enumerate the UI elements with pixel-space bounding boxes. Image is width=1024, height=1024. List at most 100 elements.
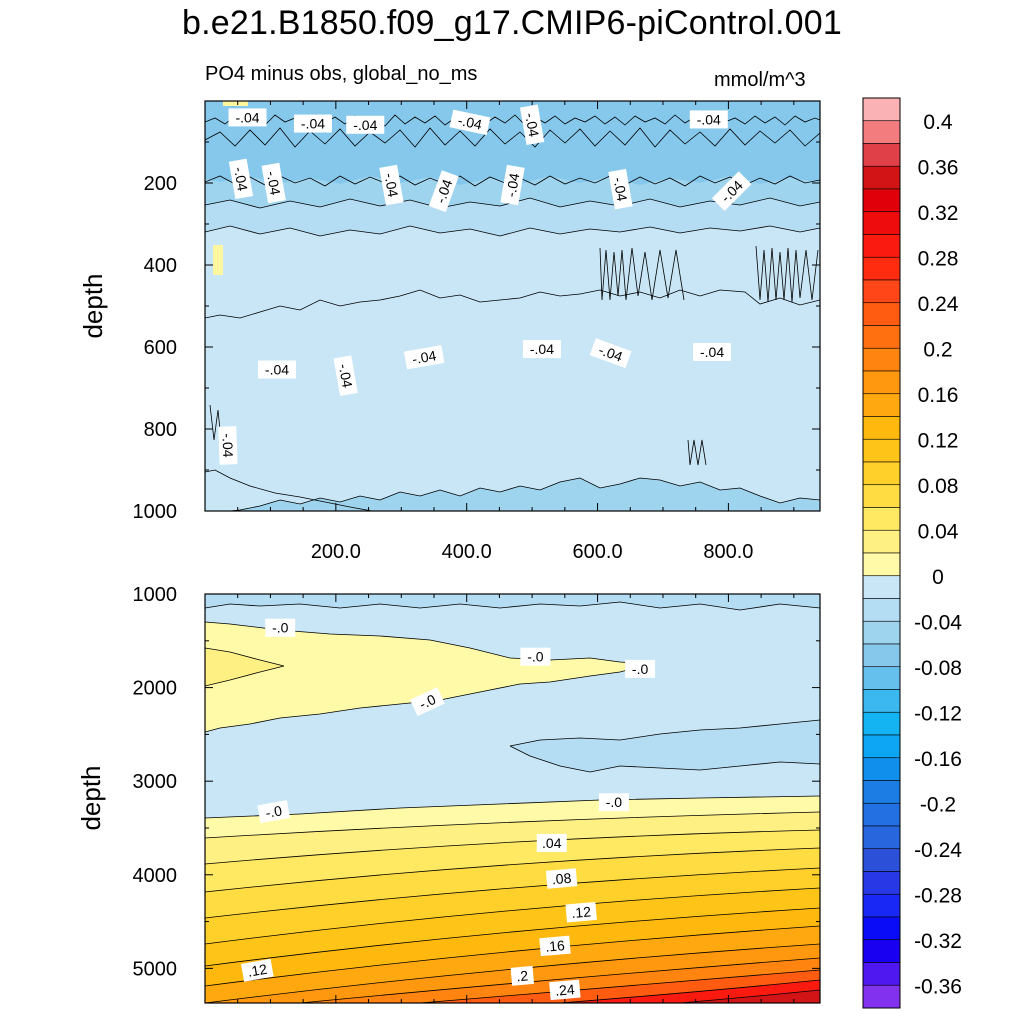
colorbar-label: 0.32 (918, 202, 959, 225)
colorbar-label: 0.24 (918, 293, 959, 316)
lower-panel-fills (205, 594, 820, 1003)
colorbar-swatch (862, 393, 901, 417)
contour-label-bg (228, 158, 254, 200)
colorbar-swatch (862, 552, 901, 577)
contour-label-bg (711, 171, 752, 211)
contour-label-text: -.04 (381, 172, 401, 199)
contour-label: -.04 (293, 114, 332, 133)
lower-contour-line (205, 887, 820, 945)
colorbar-swatch (862, 916, 901, 941)
colorbar-label: -0.08 (914, 657, 962, 680)
contour-label-text: .24 (554, 981, 575, 999)
colorbar-label: 0 (932, 566, 944, 589)
contour-label-text: -.04 (597, 342, 625, 365)
contour-label-bg (500, 164, 525, 206)
colorbar-swatch (862, 802, 901, 827)
colorbar-label: -0.4 (920, 1021, 957, 1024)
colorbar-label: -0.28 (914, 884, 962, 907)
contour-label-bg (565, 901, 597, 923)
lower-contour-line (299, 957, 820, 1003)
contour-label: -.04 (333, 355, 358, 396)
contour-label-text: -.04 (432, 177, 455, 205)
lower-contour-line (679, 989, 820, 1003)
contour-label-text: -.04 (353, 117, 377, 133)
contour-label-text: -.04 (265, 362, 289, 378)
contour-label: .08 (545, 868, 578, 889)
y-tick-label: 800 (144, 419, 177, 441)
lower-y-axis-title: depth (76, 765, 106, 830)
lower-fill-yellow-tongue (205, 622, 650, 732)
colorbar-label: -0.12 (914, 702, 962, 725)
contour-label: -.04 (589, 338, 632, 369)
contour-label-text: -.04 (264, 170, 284, 197)
contour-label-text: .2 (516, 967, 529, 984)
contour-label-bg (522, 340, 561, 359)
contour-label: -.04 (693, 342, 732, 361)
lower-fill-warm-12 (680, 990, 820, 1003)
upper-contour-line (687, 439, 707, 466)
contour-label-bg (333, 355, 358, 396)
y-tick-label: 400 (144, 255, 177, 277)
contour-label-text: -.04 (336, 362, 356, 389)
lower-contour-line (205, 925, 820, 987)
contour-label-bg (689, 110, 728, 129)
y-tick-label: 1000 (133, 584, 178, 606)
contour-label-bg (545, 868, 578, 889)
contour-label-bg (261, 162, 286, 204)
contour-label-text: -.0 (632, 661, 649, 677)
contour-label-bg (549, 979, 581, 1001)
x-tick-label: 200.0 (311, 541, 361, 563)
colorbar-swatch (862, 256, 901, 281)
upper-contour-labels: -.04 -.04 -.04 -.04 -.04 -.04 -.04 -.04 -.04 -.04… (218, 104, 752, 465)
lower-contour-line (205, 907, 820, 967)
y-tick-label: 5000 (133, 958, 178, 980)
colorbar-swatch (862, 893, 901, 918)
contour-label: .04 (536, 833, 567, 852)
contour-label: .12 (565, 901, 597, 923)
colorbar-swatch (862, 347, 901, 372)
colorbar-swatch (862, 666, 901, 690)
contour-label-bg (510, 965, 535, 986)
contour-label: -.04 (257, 360, 296, 379)
contour-label: -.04 (228, 158, 254, 200)
colorbar-swatch (862, 234, 901, 258)
colorbar-swatch (862, 575, 901, 599)
colorbar-label: 0.36 (918, 156, 959, 179)
colorbar-swatch (862, 97, 901, 122)
contour-label: -.04 (346, 115, 385, 134)
contour-label-bg (403, 345, 445, 370)
colorbar-swatch (862, 416, 901, 440)
upper-yellow-patch (213, 245, 223, 275)
contour-label-bg (293, 114, 332, 133)
contour-label-bg (519, 104, 545, 146)
contour-label: -.04 (379, 164, 404, 206)
contour-label-bg (257, 360, 296, 379)
colorbar-label: 0.2 (923, 338, 952, 361)
contour-label-text: -.04 (219, 433, 236, 458)
lower-contour-line (205, 829, 820, 865)
contour-label-bg (608, 168, 633, 210)
colorbar-frame (862, 97, 901, 1009)
colorbar-swatch (862, 734, 901, 759)
contour-label-bg (379, 164, 404, 206)
contour-label-bg (536, 833, 567, 852)
x-tick-label: 400.0 (442, 541, 492, 563)
contour-label: -.04 (689, 110, 728, 129)
contour-label: -.0 (257, 800, 291, 824)
lower-contour-line (509, 719, 820, 747)
x-tick-label: 600.0 (573, 541, 623, 563)
contour-label-text: -.04 (235, 109, 259, 125)
colorbar-swatch (862, 484, 901, 508)
colorbar-label: 0.12 (918, 429, 959, 452)
contour-label-text: -.04 (697, 111, 721, 127)
lower-contour-line (205, 621, 651, 733)
contour-label-bg (428, 170, 459, 213)
lower-axis-ticks: 1000 2000 3000 4000 5000 (133, 584, 820, 1003)
contour-label-text: -.04 (411, 347, 438, 367)
colorbar-label: -0.24 (914, 839, 962, 862)
colorbar-swatch (862, 598, 901, 622)
contour-label: -.0 (265, 618, 296, 637)
contour-label-text: -.04 (700, 344, 724, 360)
colorbar-swatch (862, 962, 901, 986)
